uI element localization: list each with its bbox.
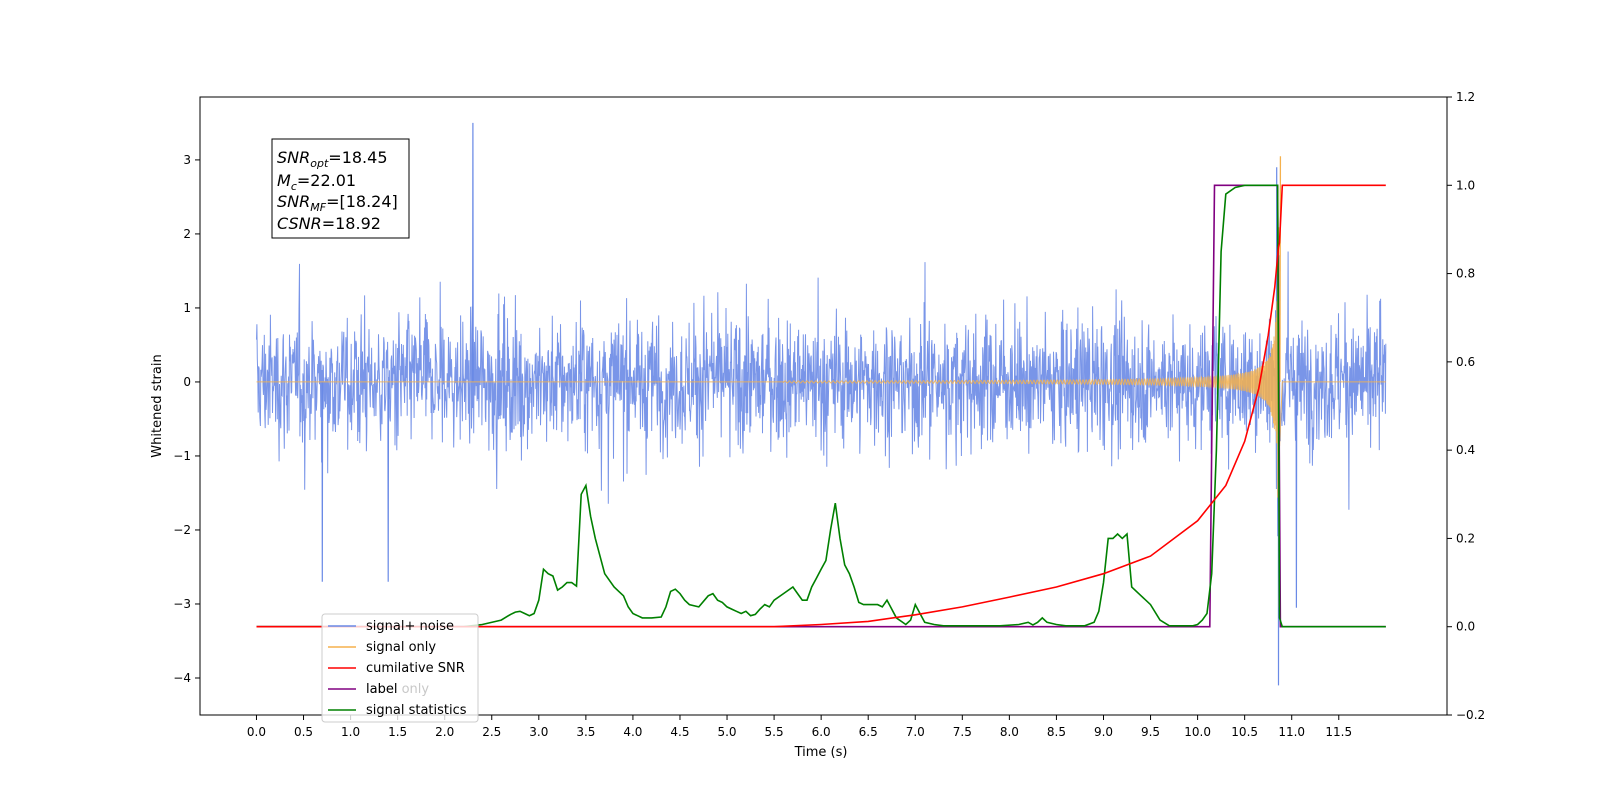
y-tick-label: 3 <box>183 153 191 167</box>
series-signal-noise <box>256 122 1387 686</box>
x-tick-label: 6.5 <box>859 725 878 739</box>
legend-label-signal-noise: signal+ noise <box>366 619 454 634</box>
legend-label-signal-statistics: signal statistics <box>366 703 467 718</box>
series-signal-only <box>256 156 1386 608</box>
y-tick-label: −3 <box>173 597 191 611</box>
y-tick-label: −4 <box>173 671 191 685</box>
y-tick-label: 0 <box>183 375 191 389</box>
legend-label-label: label <box>366 682 397 697</box>
x-tick-label: 3.5 <box>576 725 595 739</box>
x-tick-label: 4.5 <box>670 725 689 739</box>
x-tick-label: 11.5 <box>1325 725 1352 739</box>
x-tick-label: 0.0 <box>247 725 266 739</box>
right-axis-series <box>256 184 1386 628</box>
annotation-snr-mf: SNRMF=[18.24] <box>277 192 398 214</box>
annotation-snr-opt: SNRopt=18.45 <box>277 148 388 170</box>
y2-tick-label: 1.2 <box>1456 90 1475 104</box>
y-axis-label: Whitened strain <box>150 354 165 457</box>
y-tick-label: −1 <box>173 449 191 463</box>
x-tick-label: 0.5 <box>294 725 313 739</box>
y2-tick-label: 0.6 <box>1456 355 1475 369</box>
x-tick-label: 6.0 <box>812 725 831 739</box>
x-axis-ticks: 0.0 0.5 1.0 1.5 2.0 2.5 3.0 3.5 4.0 4.5 5.0 5.5 6.0 6… <box>247 715 1352 739</box>
x-tick-label: 5.0 <box>717 725 736 739</box>
y-axis-ticks: 3 2 1 0 −1 −2 −3 −4 <box>173 153 200 685</box>
signal-statistics-line <box>256 184 1386 628</box>
signal-noise-line <box>256 251 1387 582</box>
x-axis-label: Time (s) <box>794 745 848 760</box>
legend-label-cumilative-snr: cumilative SNR <box>366 661 465 676</box>
y-tick-label: −2 <box>173 523 191 537</box>
legend-label-signal-only: signal only <box>366 640 436 655</box>
plot-frame <box>199 96 1448 716</box>
cumilative-snr-line <box>256 184 1386 628</box>
y2-axis-ticks: 1.2 1.0 0.8 0.6 0.4 0.2 0.0 −0.2 <box>1447 90 1485 722</box>
signal-only-line <box>256 227 1386 608</box>
x-tick-label: 7.5 <box>953 725 972 739</box>
x-tick-label: 8.5 <box>1047 725 1066 739</box>
annotation-csnr: CSNR=18.92 <box>277 214 381 233</box>
y2-tick-label: −0.2 <box>1456 708 1485 722</box>
y-tick-label: 1 <box>183 301 191 315</box>
x-tick-label: 3.0 <box>529 725 548 739</box>
x-tick-label: 11.0 <box>1278 725 1305 739</box>
x-tick-label: 7.0 <box>906 725 925 739</box>
x-tick-label: 8.0 <box>1000 725 1019 739</box>
x-tick-label: 4.0 <box>623 725 642 739</box>
x-tick-label: 1.5 <box>388 725 407 739</box>
y2-tick-label: 0.2 <box>1456 531 1475 545</box>
signal-noise-spikes <box>321 122 1298 686</box>
x-tick-label: 9.0 <box>1094 725 1113 739</box>
y2-tick-label: 0.0 <box>1456 620 1475 634</box>
legend-label-label-only: label only <box>366 682 429 697</box>
annotation-mc: Mc=22.01 <box>277 171 356 193</box>
y2-tick-label: 1.0 <box>1456 178 1475 192</box>
y2-tick-label: 0.8 <box>1456 267 1475 281</box>
x-tick-label: 10.5 <box>1231 725 1258 739</box>
legend: signal+ noise signal only cumilative SNR… <box>321 613 479 723</box>
y-tick-label: 2 <box>183 227 191 241</box>
x-tick-label: 10.0 <box>1184 725 1211 739</box>
annotation-box: SNRopt=18.45 Mc=22.01 SNRMF=[18.24] CSNR… <box>271 138 410 239</box>
x-tick-label: 2.5 <box>482 725 501 739</box>
x-tick-label: 9.5 <box>1141 725 1160 739</box>
x-tick-label: 1.0 <box>341 725 360 739</box>
x-tick-label: 2.0 <box>435 725 454 739</box>
x-tick-label: 5.5 <box>765 725 784 739</box>
y2-tick-label: 0.4 <box>1456 443 1475 457</box>
